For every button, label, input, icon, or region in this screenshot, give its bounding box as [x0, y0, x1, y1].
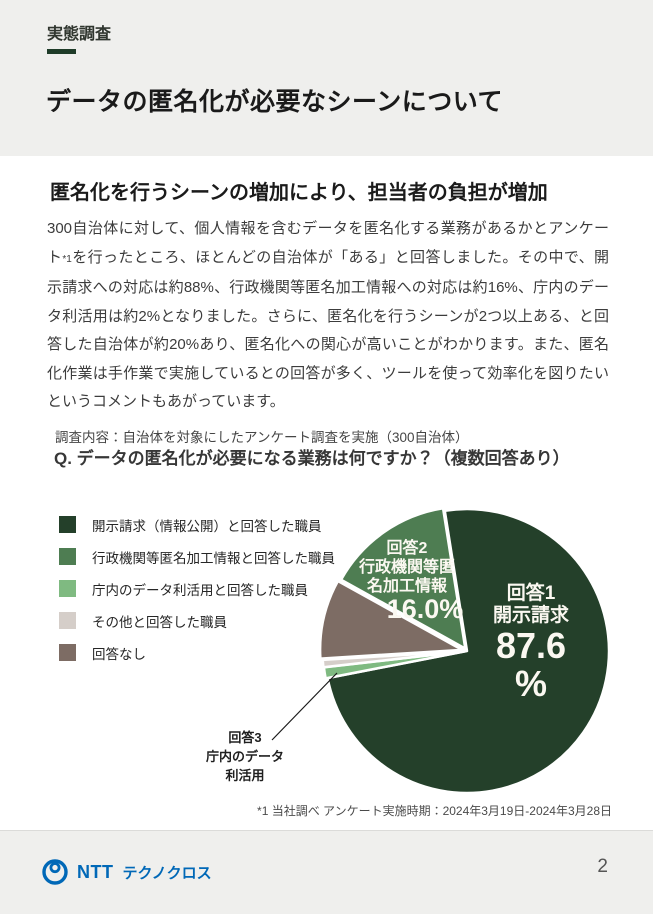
legend-swatch-icon [59, 612, 76, 629]
pie-slice-ans1 [326, 507, 611, 795]
ntt-logo-icon [42, 859, 68, 885]
eyebrow-label: 実態調査 [47, 26, 112, 43]
legend-label: 回答なし [92, 646, 146, 662]
header-band: 実態調査 データの匿名化が必要なシーンについて [0, 0, 653, 156]
pie-slice-other [321, 649, 466, 669]
legend-item: 庁内のデータ利活用と回答した職員 [59, 579, 335, 598]
slice-value-ans2: 16.0% [386, 594, 464, 624]
body-paragraph: 300自治体に対して、個人情報を含むデータを匿名化する業務があるかとアンケート*… [47, 215, 609, 417]
legend-label: 庁内のデータ利活用と回答した職員 [92, 582, 308, 598]
slice-label-ans2: 回答2 行政機関等匿 名加工情報 [337, 539, 477, 596]
legend-item: 回答なし [59, 643, 335, 662]
body-text-post: を行ったところ、ほとんどの自治体が「ある」と回答しました。その中で、開示請求への… [47, 248, 609, 411]
legend-label: 行政機関等匿名加工情報と回答した職員 [92, 550, 335, 566]
pie-chart: 回答2 行政機関等匿 名加工情報 16.0% 回答1 開示請求 87.6 % 回… [180, 495, 650, 815]
brand-prefix: NTT [77, 861, 114, 882]
slice-callout-ans3: 回答3 庁内のデータ 利活用 [180, 728, 310, 785]
legend-swatch-icon [59, 548, 76, 565]
brand-logo: NTT テクノクロス [40, 857, 212, 887]
slice-label-line: 回答3 [228, 730, 262, 745]
slice-callout-ans1: 回答1 開示請求 87.6 % [451, 583, 611, 703]
legend-label: その他と回答した職員 [92, 614, 227, 630]
section-heading: 匿名化を行うシーンの増加により、担当者の負担が増加 [50, 182, 548, 204]
body-text-pre: 300自治体に対して、個人情報を含むデータを匿名化する業務があるかとアンケート [47, 220, 609, 266]
legend-item: 開示請求（情報公開）と回答した職員 [59, 515, 335, 534]
slice-label-line: 行政機関等匿 [358, 559, 455, 576]
brand-name: テクノクロス [122, 864, 212, 882]
pie-chart-svg [271, 507, 611, 795]
slice-label-line: 開示請求 [492, 605, 569, 626]
page-number: 2 [597, 856, 608, 877]
page-title: データの匿名化が必要なシーンについて [46, 88, 504, 116]
survey-scope: 調査内容：自治体を対象にしたアンケート調査を実施（300自治体） [55, 430, 469, 445]
legend-item: その他と回答した職員 [59, 611, 335, 630]
legend-item: 行政機関等匿名加工情報と回答した職員 [59, 547, 335, 566]
footer-band: NTT テクノクロス 2 [0, 830, 653, 914]
chart-legend: 開示請求（情報公開）と回答した職員 行政機関等匿名加工情報と回答した職員 庁内の… [59, 515, 335, 662]
pie-slice-ans2 [339, 507, 467, 650]
leader-line-ans3 [271, 672, 338, 741]
chart-footnote: *1 当社調べ アンケート実施時期：2024年3月19日-2024年3月28日 [257, 804, 612, 818]
survey-question: Q. データの匿名化が必要になる業務は何ですか？（複数回答あり） [54, 449, 570, 468]
legend-swatch-icon [59, 644, 76, 661]
slice-label-line: 回答2 [386, 540, 428, 557]
slice-label-line: 利活用 [225, 768, 265, 783]
slice-label-line: 回答1 [506, 583, 556, 604]
slice-label-line: 庁内のデータ [205, 749, 284, 764]
legend-label: 開示請求（情報公開）と回答した職員 [92, 518, 322, 534]
footnote-ref-marker: *1 [62, 253, 72, 265]
legend-swatch-icon [59, 516, 76, 533]
pie-slice-none [318, 579, 464, 660]
slice-value-line: 87.6 [495, 625, 567, 666]
accent-bar [47, 49, 76, 54]
legend-swatch-icon [59, 580, 76, 597]
slice-value-line: % [514, 663, 547, 704]
slice-label-line: 名加工情報 [366, 578, 447, 595]
